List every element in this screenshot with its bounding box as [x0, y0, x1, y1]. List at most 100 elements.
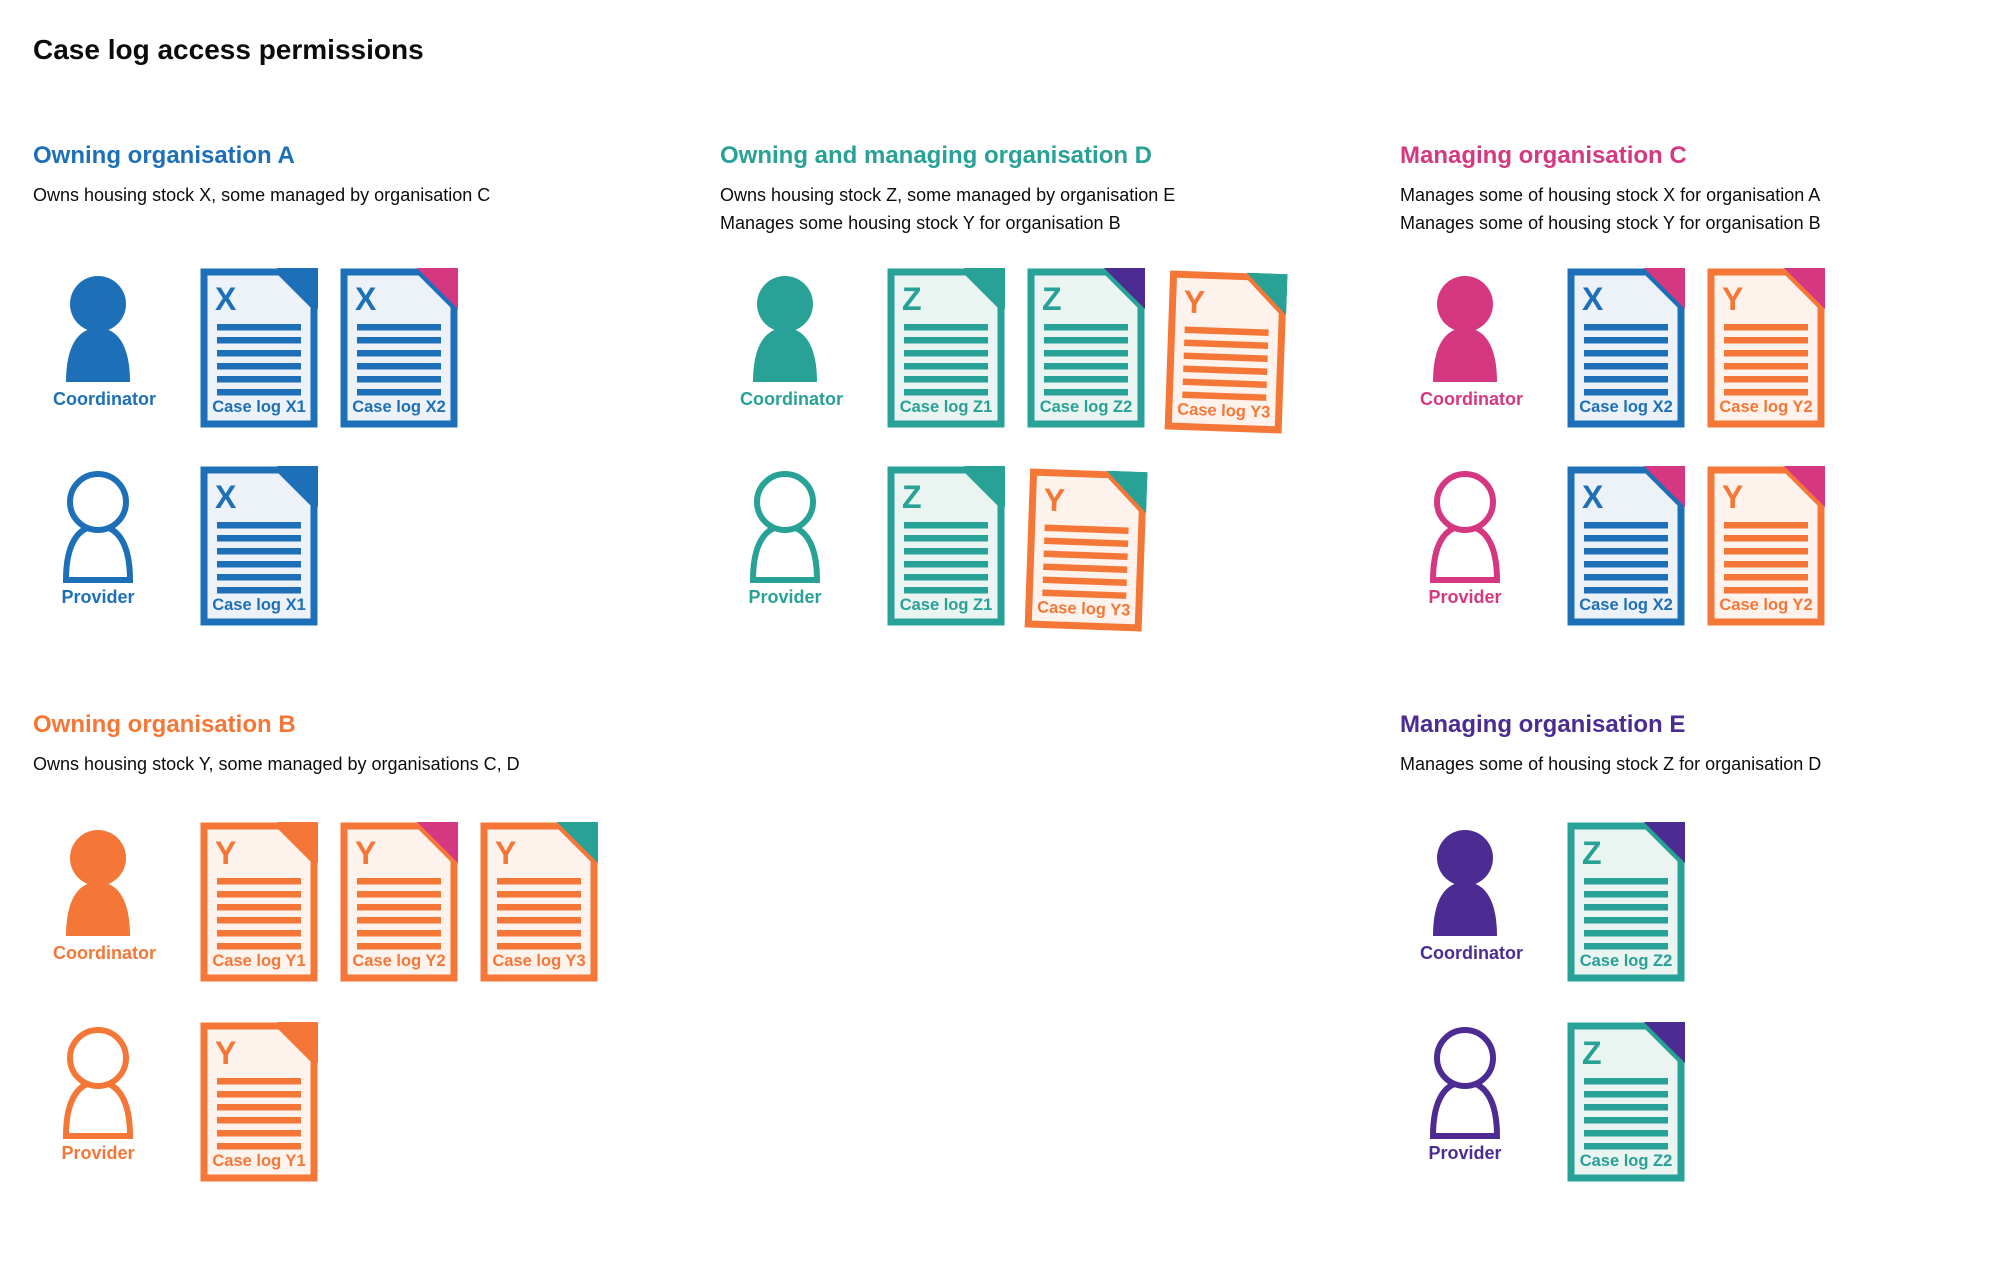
person-filled-icon	[66, 830, 130, 936]
document-page	[1707, 466, 1825, 626]
org-section-E: Managing organisation E Manages some of h…	[1400, 710, 2000, 1182]
provider-figure: Provider	[1420, 468, 1510, 608]
text-line	[1584, 878, 1668, 885]
folded-corner-icon	[1644, 466, 1685, 507]
text-line	[217, 1143, 301, 1150]
text-line	[217, 561, 301, 568]
case-log-document: Y Case log Y1	[200, 822, 318, 982]
text-line	[904, 324, 988, 331]
doc-label: Case log X2	[1579, 398, 1673, 416]
doc-stock-letter: Z	[1582, 1035, 1602, 1071]
text-line	[217, 904, 301, 911]
text-line	[1184, 339, 1269, 349]
case-log-documents: X Case log X1	[200, 466, 318, 626]
doc-stock-letter: Y	[1183, 284, 1206, 321]
provider-figure: Provider	[53, 1024, 143, 1164]
org-section-C: Managing organisation C Manages some of h…	[1400, 141, 2000, 626]
document-page	[1707, 268, 1825, 428]
person-shoulders	[66, 882, 130, 936]
case-log-document: Y Case log Y2	[340, 822, 458, 982]
doc-label: Case log Y2	[1719, 596, 1812, 614]
case-log-document: Y Case log Y2	[1707, 268, 1825, 428]
person-head	[1437, 830, 1493, 886]
coordinator-figure: Coordinator	[53, 270, 156, 410]
document-page	[1567, 1022, 1685, 1182]
document-page	[340, 268, 458, 428]
folded-corner-icon	[1784, 268, 1825, 309]
org-section-B: Owning organisation B Owns housing stock …	[33, 710, 713, 1182]
text-line	[1584, 363, 1668, 370]
coordinator-figure: Coordinator	[1420, 270, 1523, 410]
doc-label: Case log Z2	[1580, 1152, 1673, 1170]
doc-label: Case log Y1	[212, 952, 305, 970]
text-line	[904, 376, 988, 383]
case-log-document: Y Case log Y2	[1707, 466, 1825, 626]
org-name: Managing organisation E	[1400, 711, 1686, 738]
text-line	[1584, 574, 1668, 581]
person-shoulders	[66, 328, 130, 382]
person-shoulders	[749, 522, 821, 583]
person-shoulders	[1429, 1078, 1501, 1139]
case-log-documents: Z Case log Z2	[1567, 1022, 1685, 1182]
text-line	[1724, 324, 1808, 331]
document-icon: X Case log X2	[340, 268, 458, 428]
document-icon: X Case log X1	[200, 268, 318, 428]
provider-row: Provider X Case log X2 Y Case log Y2	[1400, 466, 2000, 636]
document-page	[887, 268, 1005, 428]
folded-corner-icon	[557, 822, 598, 863]
text-line	[904, 574, 988, 581]
coordinator-row: Coordinator Z Case log Z1 Z Case log Z2 Y Case…	[720, 268, 1400, 438]
person-shoulders	[1429, 522, 1501, 583]
person-head	[70, 276, 126, 332]
folded-corner-icon	[417, 822, 458, 863]
document-icon: Y Case log Y1	[200, 822, 318, 982]
text-line	[1044, 350, 1128, 357]
text-line	[217, 389, 301, 396]
text-line	[1584, 337, 1668, 344]
case-log-document: Y Case log Y3	[1024, 468, 1148, 632]
text-line	[904, 587, 988, 594]
text-line	[1044, 324, 1128, 331]
text-line	[1044, 376, 1128, 383]
document-page	[1567, 268, 1685, 428]
text-line	[1044, 524, 1129, 534]
doc-label: Case log Z2	[1580, 952, 1673, 970]
person-head	[1437, 276, 1493, 332]
person-shoulders	[62, 522, 134, 583]
person-outline-icon	[1429, 471, 1501, 583]
document-icon: Y Case log Y1	[200, 1022, 318, 1182]
org-name: Owning organisation B	[33, 711, 296, 738]
doc-stock-letter: Y	[355, 835, 376, 871]
doc-stock-letter: Y	[495, 835, 516, 871]
org-description: Owns housing stock Y, some managed by or…	[33, 750, 713, 778]
text-line	[217, 891, 301, 898]
case-log-document: Z Case log Z1	[887, 466, 1005, 626]
folded-corner-icon	[1644, 1022, 1685, 1063]
text-line	[1044, 363, 1128, 370]
document-page	[1567, 466, 1685, 626]
text-line	[1724, 363, 1808, 370]
person-outline-icon	[1429, 1027, 1501, 1139]
doc-stock-letter: Y	[215, 835, 236, 871]
person-head	[67, 1027, 129, 1089]
case-log-document: X Case log X2	[1567, 268, 1685, 428]
person-outline-icon	[749, 471, 821, 583]
document-page	[1567, 822, 1685, 982]
text-line	[1584, 587, 1668, 594]
coordinator-figure: Coordinator	[53, 824, 156, 964]
doc-stock-letter: X	[1582, 479, 1604, 515]
case-log-document: Y Case log Y3	[1164, 270, 1288, 434]
provider-row: Provider Y Case log Y1	[33, 1022, 713, 1192]
text-line	[357, 389, 441, 396]
doc-stock-letter: X	[355, 281, 377, 317]
role-label: Provider	[748, 587, 822, 607]
text-line	[1584, 376, 1668, 383]
text-line	[217, 574, 301, 581]
case-log-documents: X Case log X2 Y Case log Y2	[1567, 466, 1825, 626]
case-log-document: X Case log X2	[340, 268, 458, 428]
text-line	[217, 324, 301, 331]
text-line	[1584, 1104, 1668, 1111]
case-log-document: Y Case log Y1	[200, 1022, 318, 1182]
document-page	[200, 822, 318, 982]
